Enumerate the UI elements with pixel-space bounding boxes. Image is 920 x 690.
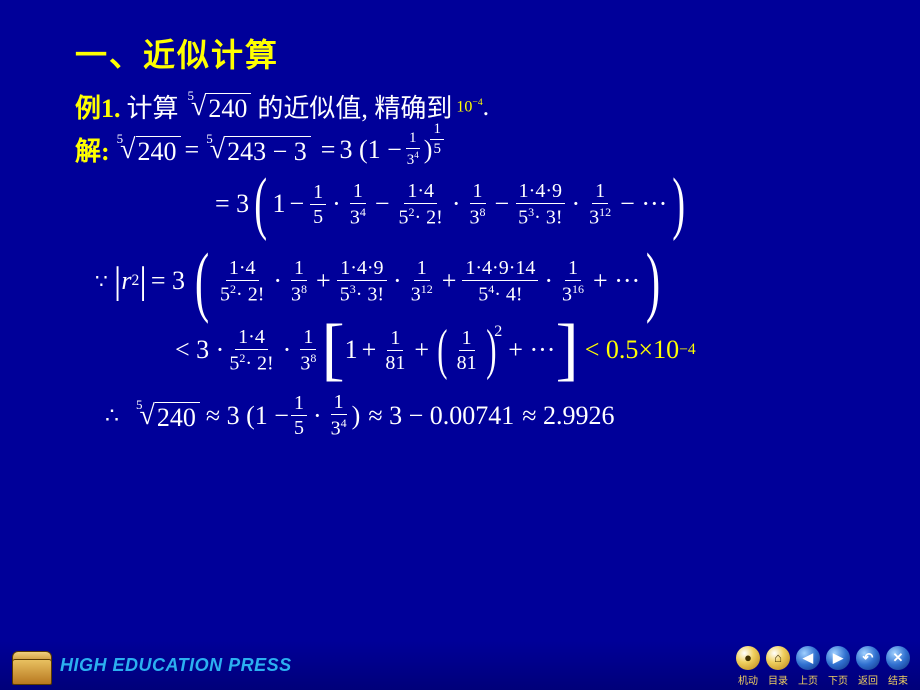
nav-label: 机动 [738, 672, 758, 687]
nav-label: 返回 [858, 672, 878, 687]
nav-label: 上页 [798, 672, 818, 687]
solution-label: 解: [75, 131, 110, 168]
example-label: 例1. [75, 88, 121, 125]
nav-目录[interactable]: ⌂ 目录 [766, 646, 790, 687]
nav-返回[interactable]: ↶ 返回 [856, 646, 880, 687]
final-line: ∴ 5 √ 240 ≈ 3 (1 − 15 · 134 ) ≈ 3 − 0.00… [105, 392, 865, 439]
nav-icon: ⌂ [766, 646, 790, 670]
exp-1-5: 1 5 [430, 122, 444, 157]
root-240: 5 √ 240 [185, 91, 252, 123]
solution-line-1: 解: 5 √ 240 = 5 √ 243 − 3 = 3 (1 − 1 34 )… [75, 131, 865, 168]
nav-icon: ↶ [856, 646, 880, 670]
nav-icon: ✕ [886, 646, 910, 670]
nav-label: 目录 [768, 672, 788, 687]
section-title: 一、近似计算 [75, 30, 865, 76]
root-243-3: 5 √ 243 − 3 [203, 134, 311, 166]
example-line: 例1. 计算 5 √ 240 的近似值, 精确到 10−4 . [75, 88, 865, 125]
nav-结束[interactable]: ✕ 结束 [886, 646, 910, 687]
nav-上页[interactable]: ◀ 上页 [796, 646, 820, 687]
bound-result: < 0.5×10−4 [585, 335, 696, 365]
bound-line: < 3 · 1·452· 2! · 138 [ 1 + 181 + ( 181 … [175, 322, 865, 378]
series-expansion: = 3 ( 1 − 15 · 134 − 1·452· 2! · 138 − 1… [215, 176, 865, 232]
publisher-name: HIGH EDUCATION PRESS [60, 655, 292, 676]
example-pre: 计算 [127, 88, 179, 125]
remainder-line: ∵ | r2 | = 3 ( 1·452· 2! · 138 + 1·4·953… [95, 250, 865, 312]
nav-label: 下页 [828, 672, 848, 687]
frac-1-over-3^4: 1 34 [404, 131, 422, 168]
footer: HIGH EDUCATION PRESS ● 机动 ⌂ 目录 ◀ 上页 ▶ 下页 ↶ 返回 ✕ 结束 [0, 640, 920, 690]
root-240b: 5 √ 240 [114, 134, 181, 166]
nav-label: 结束 [888, 672, 908, 687]
precision: 10−4 [456, 97, 482, 116]
example-mid: 的近似值, 精确到 [257, 88, 452, 125]
slide-content: 一、近似计算 例1. 计算 5 √ 240 的近似值, 精确到 10−4 . 解… [0, 0, 920, 439]
nav-bar: ● 机动 ⌂ 目录 ◀ 上页 ▶ 下页 ↶ 返回 ✕ 结束 [736, 644, 910, 687]
nav-icon: ▶ [826, 646, 850, 670]
nav-机动[interactable]: ● 机动 [736, 646, 760, 687]
publisher-logo [10, 645, 56, 685]
nav-icon: ● [736, 646, 760, 670]
nav-下页[interactable]: ▶ 下页 [826, 646, 850, 687]
nav-icon: ◀ [796, 646, 820, 670]
root-final: 5 √ 240 [133, 400, 200, 432]
